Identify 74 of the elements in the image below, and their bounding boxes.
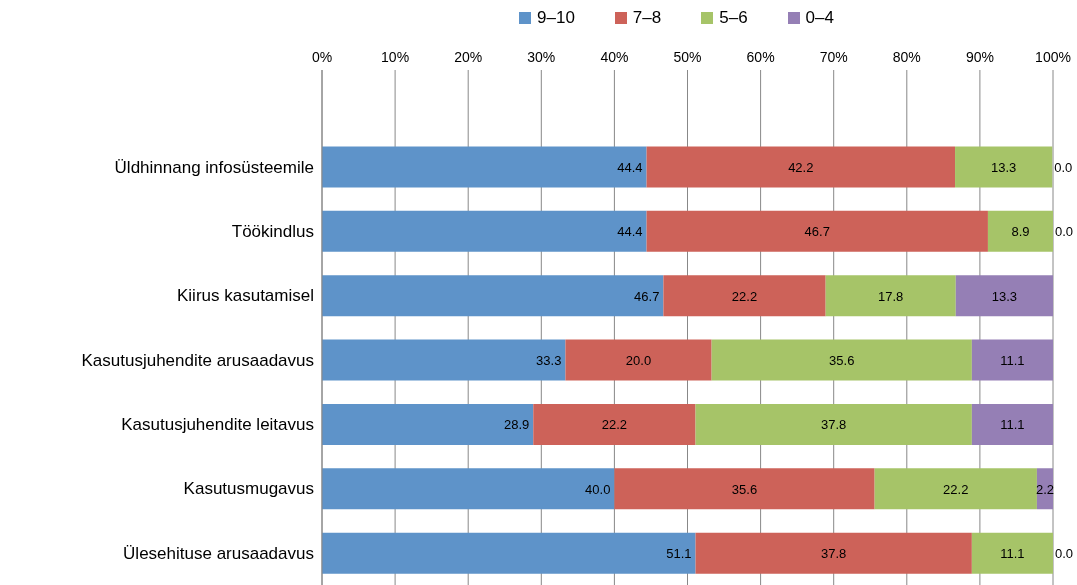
- data-label: 11.1: [1000, 546, 1025, 562]
- bar: [322, 468, 615, 510]
- x-tick-label: 100%: [1035, 49, 1071, 65]
- bar: [711, 339, 972, 381]
- bar: [322, 210, 647, 252]
- data-label: 22.2: [943, 481, 969, 497]
- data-label: 28.9: [503, 417, 530, 433]
- x-tick-label: 30%: [527, 49, 556, 65]
- bar: [322, 275, 664, 317]
- bar: [955, 275, 1053, 317]
- y-tick-label: Kasutusjuhendite arusaadavus: [81, 350, 314, 370]
- bar: [695, 403, 972, 445]
- legend-label: 7–8: [632, 8, 662, 28]
- x-tick-label: 60%: [746, 49, 775, 65]
- bar: [646, 146, 956, 188]
- bar: [825, 275, 956, 317]
- bar: [614, 468, 875, 510]
- data-label: 2.2: [1035, 481, 1054, 497]
- bar: [695, 532, 972, 574]
- data-label: 13.3: [991, 159, 1017, 175]
- legend-label: 0–4: [805, 8, 834, 28]
- y-tick-label: Kasutusjuhendite leitavus: [121, 415, 314, 435]
- bar: [322, 339, 566, 381]
- data-label: 37.8: [821, 417, 847, 433]
- y-tick-label: Üldhinnang infosüsteemile: [114, 157, 314, 177]
- legend-label: 9–10: [537, 8, 575, 28]
- x-tick-label: 10%: [381, 49, 410, 65]
- x-tick-label: 0%: [311, 49, 333, 65]
- bar: [955, 146, 1053, 188]
- bar: [971, 339, 1053, 381]
- y-tick-label: Ülesehituse arusaadavus: [123, 543, 314, 563]
- x-tick-label: 80%: [892, 49, 921, 65]
- data-label: 11.1: [1000, 353, 1025, 368]
- data-label: 46.7: [804, 224, 830, 240]
- data-label: 51.1: [666, 546, 692, 562]
- bar: [322, 146, 647, 188]
- bar: [646, 210, 988, 252]
- y-tick-label: Kasutusmugavus: [183, 479, 314, 499]
- data-label: 22.2: [731, 288, 758, 304]
- x-tick-label: 40%: [600, 49, 629, 65]
- legend-label: 5–6: [719, 8, 748, 28]
- bar: [663, 275, 826, 317]
- data-label: 44.4: [617, 159, 643, 175]
- x-tick-label: 70%: [819, 49, 848, 65]
- data-label: 33.3: [536, 353, 562, 368]
- bar: [987, 210, 1053, 252]
- bar: [971, 403, 1053, 445]
- data-label: 35.6: [829, 353, 855, 368]
- y-tick-label: Kiirus kasutamisel: [177, 286, 314, 306]
- data-label: 0.0: [1054, 159, 1073, 175]
- data-label: 22.2: [601, 417, 628, 433]
- data-label: 0.0: [1055, 224, 1074, 240]
- bar: [874, 468, 1037, 510]
- data-label: 0.0: [1055, 546, 1074, 562]
- bar: [565, 339, 712, 381]
- x-tick-label: 50%: [673, 49, 702, 65]
- x-tick-label: 20%: [454, 49, 483, 65]
- data-label: 8.9: [1011, 224, 1030, 240]
- data-label: 42.2: [788, 159, 814, 175]
- data-label: 40.0: [585, 481, 611, 497]
- data-label: 37.8: [821, 546, 847, 562]
- data-label: 17.8: [878, 288, 904, 304]
- data-label: 11.1: [1000, 417, 1025, 433]
- data-label: 44.4: [617, 224, 643, 240]
- data-label: 46.7: [634, 288, 660, 304]
- data-label: 35.6: [731, 481, 758, 497]
- y-tick-label: Töökindlus: [231, 221, 314, 241]
- bar: [533, 403, 696, 445]
- data-label: 20.0: [625, 353, 652, 368]
- bar: [322, 532, 696, 574]
- data-label: 13.3: [991, 288, 1018, 304]
- bar: [971, 532, 1053, 574]
- x-tick-label: 90%: [965, 49, 994, 65]
- bar: [322, 403, 534, 445]
